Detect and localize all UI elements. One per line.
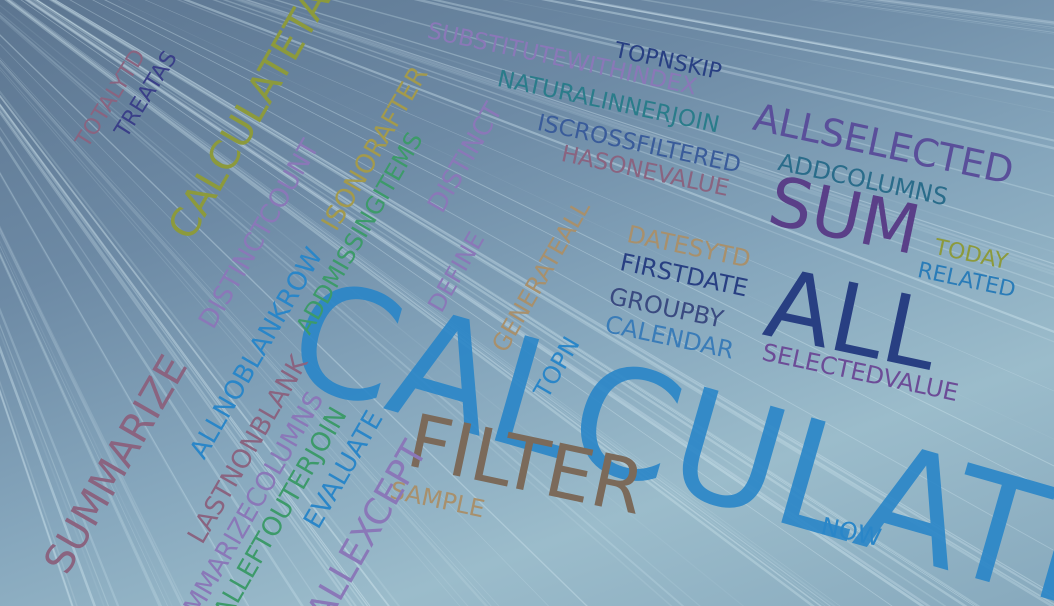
light-ray [144, 0, 1054, 392]
light-ray [501, 0, 1054, 113]
light-ray [640, 0, 1054, 71]
light-ray [0, 0, 1054, 405]
light-ray [0, 105, 365, 606]
light-ray [0, 0, 1024, 606]
light-ray [273, 0, 1054, 240]
light-ray [331, 0, 1054, 197]
light-ray [574, 0, 1054, 89]
light-ray [0, 0, 1019, 606]
light-ray [0, 0, 1000, 606]
light-ray [0, 104, 369, 606]
light-ray [0, 109, 357, 606]
light-ray [0, 94, 390, 606]
light-ray [0, 0, 1054, 425]
light-ray [413, 0, 1054, 150]
light-ray [222, 0, 1054, 288]
light-ray [0, 0, 924, 606]
light-ray [431, 0, 1054, 142]
light-ray [183, 0, 1054, 334]
light-ray [0, 103, 371, 606]
light-ray [0, 0, 1054, 515]
light-ray [0, 110, 353, 606]
light-ray [0, 0, 1054, 433]
light-ray [0, 0, 992, 606]
light-ray [540, 0, 1054, 99]
light-ray [0, 0, 1031, 606]
light-ray [0, 0, 1054, 430]
light-ray [212, 0, 1054, 299]
light-ray [574, 0, 1054, 89]
light-ray [245, 0, 1054, 265]
